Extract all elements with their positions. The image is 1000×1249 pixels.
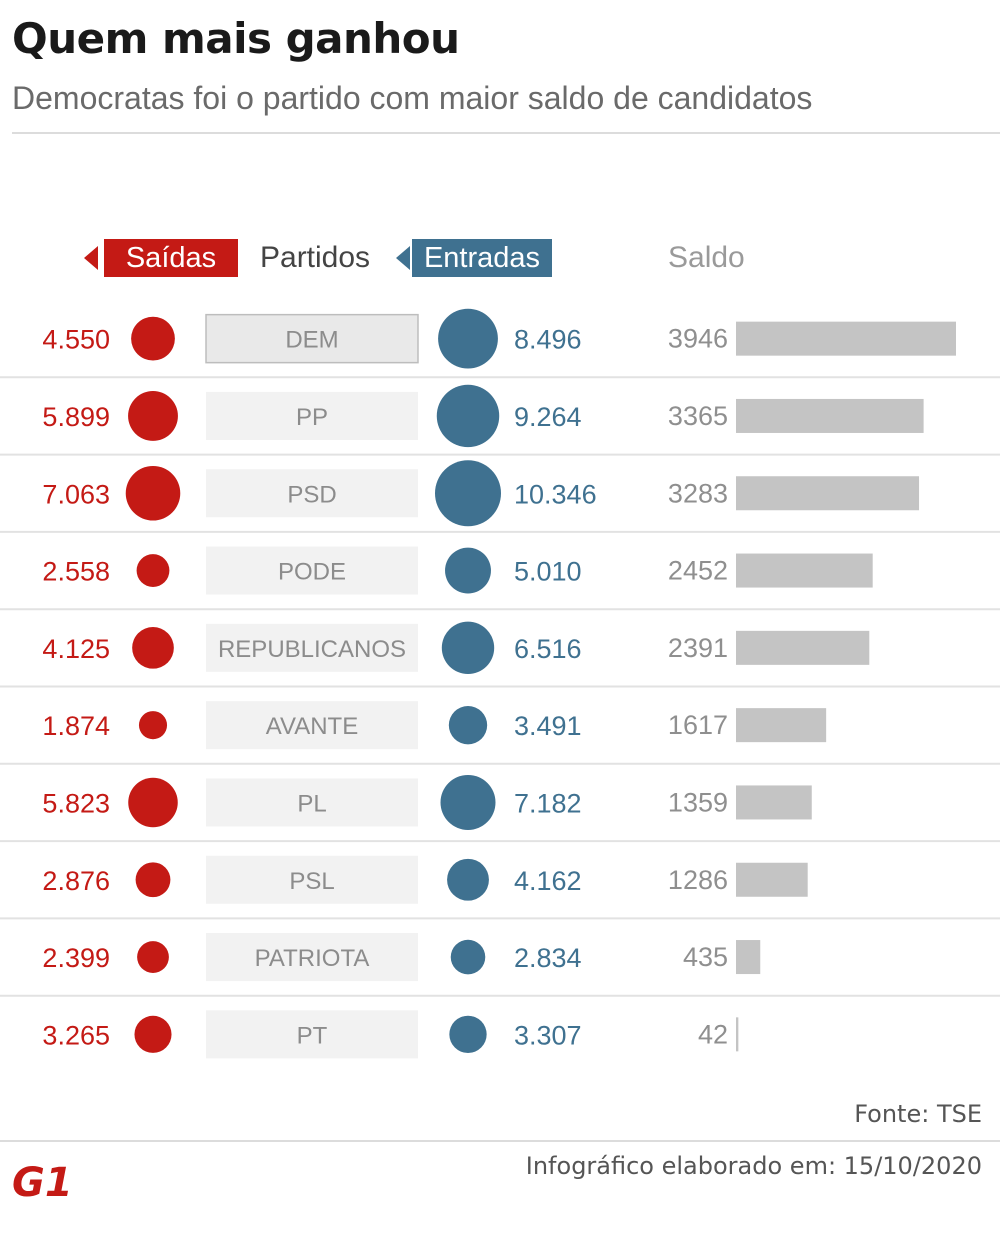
credit-note: Infográfico elaborado em: 15/10/2020 — [525, 1152, 982, 1180]
party-name-label: PP — [296, 404, 328, 431]
balance-bar — [736, 321, 956, 356]
entries-circle — [441, 621, 495, 675]
balance-bar — [736, 398, 924, 433]
balance-bar — [736, 1017, 739, 1052]
parties-header: Partidos — [260, 241, 371, 274]
g1-logo-text: G1 — [12, 1160, 73, 1200]
g1-logo: G1 — [12, 1160, 73, 1200]
balance-value-label: 3946 — [668, 324, 728, 354]
entries-circle — [436, 384, 500, 448]
balance-value-label: 1617 — [668, 710, 728, 740]
balance-bar — [736, 708, 827, 743]
exits-circle — [131, 316, 175, 361]
balance-header: Saldo — [668, 241, 745, 274]
party-box — [206, 469, 418, 518]
exits-arrow-icon — [84, 246, 98, 270]
entries-value-label: 3.307 — [514, 1020, 582, 1050]
party-name-label: PATRIOTA — [255, 945, 370, 972]
exits-value-label: 1.874 — [42, 711, 110, 741]
exits-value-label: 4.550 — [42, 325, 110, 355]
party-name-label: REPUBLICANOS — [218, 636, 406, 663]
bottom-divider — [0, 1140, 1000, 1142]
party-box — [206, 1010, 418, 1059]
party-name-label: PSD — [287, 481, 336, 508]
balance-value-label: 2452 — [668, 556, 728, 586]
party-name-label: PSL — [289, 868, 334, 895]
entries-value-label: 8.496 — [514, 325, 582, 355]
exits-circle — [137, 941, 169, 973]
entries-value-label: 7.182 — [514, 788, 582, 818]
entries-value-label: 9.264 — [514, 402, 582, 432]
exits-value-label: 3.265 — [42, 1020, 110, 1050]
balance-value-label: 1286 — [668, 865, 728, 895]
party-box — [206, 546, 418, 595]
balance-bar — [736, 862, 808, 897]
exits-value-label: 4.125 — [42, 634, 110, 664]
source-note: Fonte: TSE — [854, 1100, 982, 1128]
party-box — [206, 855, 418, 904]
party-name-label: PODE — [278, 559, 346, 586]
entries-circle — [448, 705, 488, 745]
exits-value-label: 2.399 — [42, 943, 110, 973]
balance-bar — [736, 940, 761, 975]
balance-value-label: 3365 — [668, 401, 728, 431]
entries-circle — [438, 308, 498, 369]
balance-bar — [736, 785, 812, 820]
party-box — [206, 623, 418, 672]
entries-value-label: 6.516 — [514, 634, 582, 664]
entries-arrow-icon — [396, 246, 410, 270]
entries-circle — [450, 939, 486, 975]
entries-value-label: 10.346 — [514, 479, 597, 509]
exits-value-label: 2.558 — [42, 557, 110, 587]
party-name-label: DEM — [285, 327, 338, 354]
party-name-label: PT — [297, 1022, 328, 1049]
entries-value-label: 3.491 — [514, 711, 582, 741]
party-box — [206, 391, 418, 440]
exits-value-label: 5.899 — [42, 402, 110, 432]
entries-circle — [447, 858, 489, 901]
exits-circle — [128, 391, 178, 441]
party-box — [205, 313, 419, 364]
page-subtitle: Democratas foi o partido com maior saldo… — [12, 80, 813, 116]
balance-value-label: 42 — [698, 1019, 728, 1049]
exits-value-label: 2.876 — [42, 866, 110, 896]
exits-value-label: 7.063 — [42, 479, 110, 509]
exits-circle — [134, 1015, 172, 1053]
page-title: Quem mais ganhou — [12, 14, 460, 63]
exits-circle — [128, 777, 178, 828]
exits-circle — [138, 711, 168, 740]
exits-value-label: 5.823 — [42, 788, 110, 818]
entries-value-label: 5.010 — [514, 557, 582, 587]
balance-bar — [736, 476, 920, 511]
balance-value-label: 3283 — [668, 478, 728, 508]
exits-circle — [125, 465, 181, 521]
party-box — [206, 778, 418, 827]
entries-value-label: 2.834 — [514, 943, 582, 973]
entries-header: Entradas — [412, 239, 552, 277]
entries-circle — [449, 1015, 487, 1054]
balance-value-label: 2391 — [668, 633, 728, 663]
party-box — [206, 933, 418, 982]
exits-circle — [135, 862, 171, 898]
exits-header: Saídas — [104, 239, 238, 277]
balance-value-label: 435 — [683, 942, 728, 972]
top-divider — [12, 132, 1000, 134]
entries-circle — [445, 547, 491, 594]
entries-circle — [440, 774, 496, 830]
balance-bar — [736, 630, 870, 665]
party-name-label: PL — [297, 790, 326, 817]
balance-value-label: 1359 — [668, 787, 728, 817]
exits-circle — [136, 554, 170, 587]
exits-circle — [132, 627, 174, 669]
party-box — [206, 701, 418, 750]
entries-circle — [435, 460, 501, 527]
party-name-label: AVANTE — [266, 713, 358, 740]
balance-bar — [736, 553, 873, 588]
entries-value-label: 4.162 — [514, 866, 582, 896]
